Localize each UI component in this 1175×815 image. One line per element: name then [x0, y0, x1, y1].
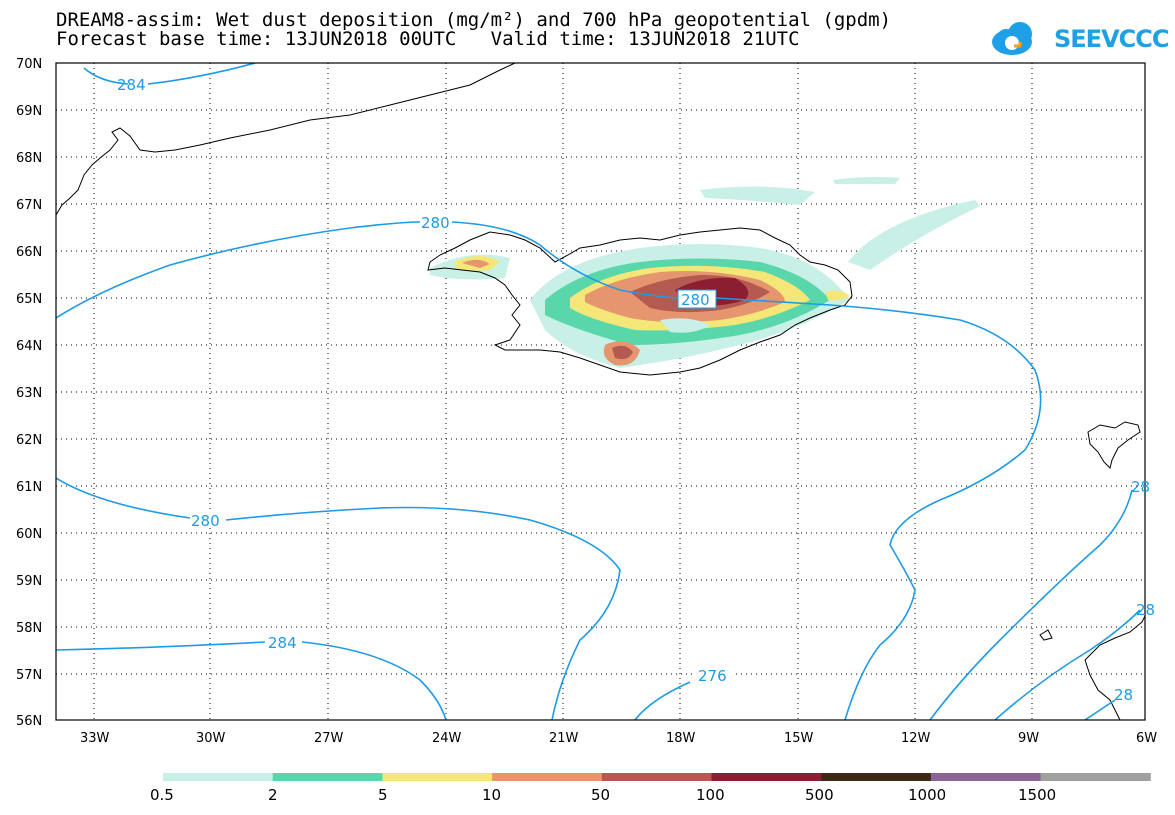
latitude-labels: 70N 69N 68N 67N 66N 65N 64N 63N 62N 61N …: [16, 57, 42, 729]
contour-label: 28: [1136, 601, 1155, 619]
legend-label: 500: [805, 786, 834, 804]
lon-label: 9W: [1018, 731, 1039, 746]
lat-label: 61N: [16, 480, 42, 495]
lat-label: 59N: [16, 574, 42, 589]
lat-label: 67N: [16, 198, 42, 213]
legend-label: 100: [696, 786, 725, 804]
legend-label: 1500: [1018, 786, 1056, 804]
lon-label: 12W: [901, 731, 931, 746]
contour-label: 280: [191, 512, 220, 530]
lon-label: 15W: [784, 731, 814, 746]
geopotential-contours: [56, 63, 1141, 720]
map-title: DREAM8-assim: Wet dust deposition (mg/m²…: [56, 9, 892, 31]
legend-label: 1000: [908, 786, 946, 804]
seevccc-logo-text: SEEVCCC: [1054, 25, 1169, 53]
lat-label: 57N: [16, 668, 42, 683]
lat-label: 66N: [16, 245, 42, 260]
plot-frame: [55, 62, 1146, 721]
contour-label: 284: [268, 634, 297, 652]
contour-label: 276: [698, 667, 727, 685]
coastlines: [56, 63, 1145, 720]
legend-swatch: [272, 773, 383, 781]
longitude-labels: 33W 30W 27W 24W 21W 18W 15W 12W 9W 6W: [80, 731, 1157, 746]
lat-label: 58N: [16, 621, 42, 636]
contour-label: 28: [1114, 686, 1133, 704]
lat-label: 60N: [16, 527, 42, 542]
lon-label: 27W: [314, 731, 344, 746]
lat-label: 69N: [16, 104, 42, 119]
legend-swatch: [382, 773, 493, 781]
contour-label: 284: [117, 76, 146, 94]
legend-swatch: [163, 773, 274, 781]
lat-label: 70N: [16, 57, 42, 72]
contour-labels: 284 280 280 280 284 276 28 28 28: [117, 76, 1155, 704]
legend-label: 50: [591, 786, 610, 804]
lat-label: 65N: [16, 292, 42, 307]
lat-label: 64N: [16, 339, 42, 354]
legend-swatch: [821, 773, 932, 781]
legend-swatch: [601, 773, 712, 781]
lon-label: 33W: [80, 731, 110, 746]
lon-label: 6W: [1136, 731, 1157, 746]
lon-label: 30W: [196, 731, 226, 746]
contour-label: 280: [681, 291, 710, 309]
lat-label: 62N: [16, 433, 42, 448]
contour-label: 280: [421, 214, 450, 232]
legend-swatch: [711, 773, 822, 781]
lat-label: 63N: [16, 386, 42, 401]
cloud-logo-icon: [992, 22, 1032, 55]
lat-label: 56N: [16, 714, 42, 729]
legend-label: 10: [482, 786, 501, 804]
map-subtitle: Forecast base time: 13JUN2018 00UTC Vali…: [56, 28, 800, 50]
legend-label: 0.5: [150, 786, 174, 804]
lat-label: 68N: [16, 151, 42, 166]
lon-label: 21W: [549, 731, 579, 746]
legend-label: 5: [378, 786, 388, 804]
lon-label: 24W: [432, 731, 462, 746]
legend-swatch: [492, 773, 603, 781]
color-legend: [163, 773, 1151, 781]
lon-label: 18W: [666, 731, 696, 746]
legend-swatch: [930, 773, 1042, 781]
legend-labels: 0.5 2 5 10 50 100 500 1000 1500: [150, 786, 1056, 804]
plot-area: [56, 63, 1145, 720]
legend-swatch: [1040, 773, 1151, 781]
contour-label: 28: [1131, 478, 1150, 496]
legend-label: 2: [268, 786, 278, 804]
